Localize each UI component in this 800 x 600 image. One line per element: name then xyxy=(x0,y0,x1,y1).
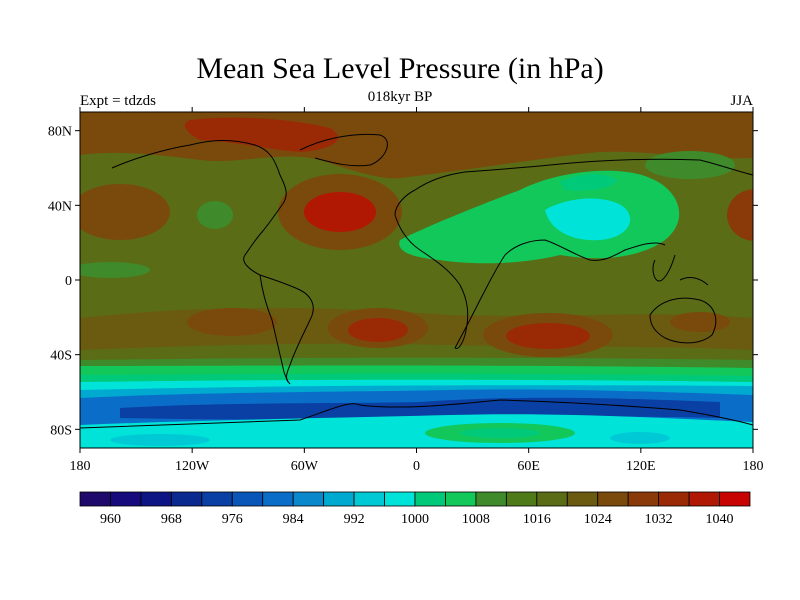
colorbar-swatch xyxy=(140,491,172,507)
latitude-axis: 80N 40N 0 40S 80S xyxy=(48,125,758,438)
colorbar-swatch xyxy=(414,491,446,507)
coastlines xyxy=(80,133,753,429)
antarctic-high-core xyxy=(460,428,540,438)
coast-eurasia-north xyxy=(394,158,753,216)
band-arctic-1032 xyxy=(184,117,339,152)
patch-tropical-pacific xyxy=(80,262,150,278)
colorbar-swatch xyxy=(445,491,477,507)
y-tick-label: 0 xyxy=(65,274,72,289)
colorbar-swatch xyxy=(566,491,599,507)
colorbar-label: 1040 xyxy=(706,512,734,527)
colorbar-label: 1032 xyxy=(645,512,673,527)
coast-africa-east-asia-south xyxy=(454,239,666,349)
y-tick-label: 40N xyxy=(48,199,72,214)
north-pacific-high-west xyxy=(80,184,170,240)
y-tick-label: 80N xyxy=(48,125,72,140)
coast-africa-west xyxy=(394,214,469,349)
time-period-label: 018kyr BP xyxy=(367,89,433,105)
colorbar-swatch xyxy=(262,491,294,507)
x-tick-label: 0 xyxy=(413,459,420,474)
colorbar-label: 1000 xyxy=(401,512,429,527)
colorbar-label: 976 xyxy=(222,512,243,527)
colorbar-swatch xyxy=(627,491,660,507)
pressure-field xyxy=(80,112,753,448)
colorbar-swatch xyxy=(536,491,568,507)
colorbar-swatch xyxy=(201,491,233,507)
coast-indochina xyxy=(652,254,676,282)
north-pacific-high-east xyxy=(727,189,753,241)
australia-high xyxy=(670,312,730,332)
colorbar-swatch xyxy=(688,491,720,507)
colorbar-swatch xyxy=(110,491,142,507)
colorbar: 960 968 976 984 992 1000 1008 1016 1024 1032 1040 xyxy=(79,491,751,527)
coast-south-america-east xyxy=(259,274,314,383)
season-label: JJA xyxy=(730,93,753,109)
colorbar-swatch xyxy=(292,491,325,507)
asian-low-arc xyxy=(560,174,618,191)
south-pacific-high xyxy=(187,308,277,336)
patch-americas xyxy=(197,201,233,229)
antarctic-interior xyxy=(80,414,753,448)
coast-north-america xyxy=(111,139,287,276)
antarctic-patch-east xyxy=(610,432,670,444)
coast-greenland xyxy=(299,133,388,167)
coast-antarctica xyxy=(80,399,753,429)
south-atlantic-high-core xyxy=(348,318,408,342)
colorbar-swatch xyxy=(475,491,507,507)
colorbar-swatch xyxy=(79,491,111,507)
coast-new-guinea xyxy=(679,277,709,286)
colorbar-swatch xyxy=(170,491,203,507)
colorbar-swatch xyxy=(353,491,385,507)
x-tick-label: 180 xyxy=(70,459,91,474)
colorbar-label: 984 xyxy=(283,512,304,527)
colorbar-swatch xyxy=(658,491,690,507)
colorbar-label: 1016 xyxy=(523,512,551,527)
colorbar-swatch xyxy=(505,491,538,507)
longitude-axis: 180 120W 60W 0 60E 120E 180 xyxy=(70,107,764,474)
antarctic-patch-west xyxy=(110,434,210,446)
colorbar-swatch xyxy=(719,491,751,507)
asian-low-1000 xyxy=(545,198,631,241)
north-atlantic-high-core xyxy=(304,192,376,232)
colorbar-swatch xyxy=(384,491,416,507)
patch-siberia xyxy=(645,151,735,179)
map-title: Mean Sea Level Pressure (in hPa) xyxy=(196,52,604,85)
y-tick-label: 40S xyxy=(50,349,72,364)
colorbar-label: 992 xyxy=(344,512,365,527)
indian-ocean-high-core xyxy=(506,323,590,349)
colorbar-label: 1024 xyxy=(584,512,612,527)
colorbar-swatch xyxy=(231,491,264,507)
coast-australia xyxy=(649,297,717,344)
x-tick-label: 120W xyxy=(175,459,210,474)
x-tick-label: 120E xyxy=(626,459,656,474)
colorbar-swatch xyxy=(597,491,629,507)
colorbar-label: 960 xyxy=(100,512,121,527)
x-tick-label: 60W xyxy=(291,459,319,474)
colorbar-label: 1008 xyxy=(462,512,490,527)
x-tick-label: 180 xyxy=(743,459,764,474)
asian-low-1008 xyxy=(399,170,680,264)
coast-south-america-west xyxy=(259,274,291,385)
colorbar-label: 968 xyxy=(161,512,182,527)
x-tick-label: 60E xyxy=(517,459,540,474)
y-tick-label: 80S xyxy=(50,423,72,438)
colorbar-swatch xyxy=(323,491,355,507)
experiment-label: Expt = tdzds xyxy=(80,93,156,109)
